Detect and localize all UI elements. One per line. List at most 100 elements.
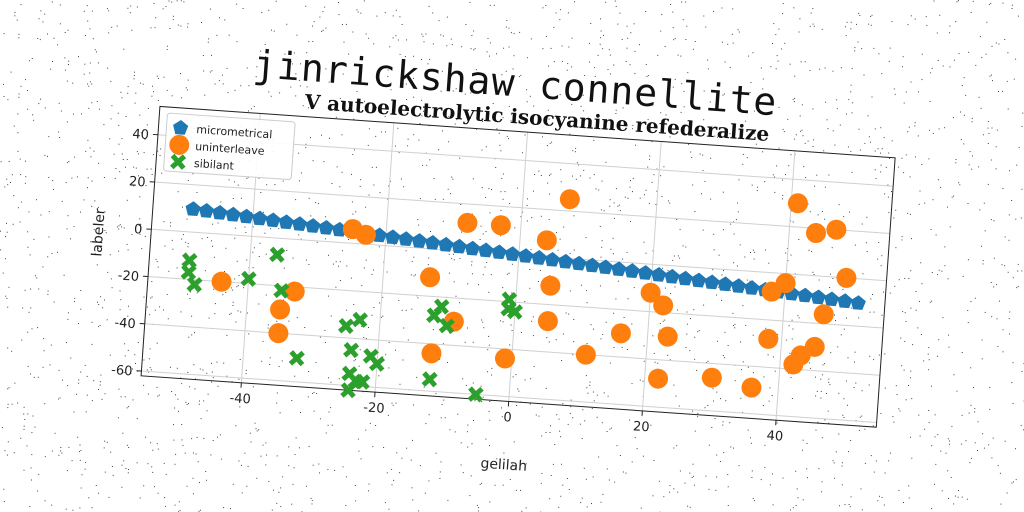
legend-label: micrometrical [196, 123, 273, 141]
micrometrical-point [837, 293, 853, 309]
micrometrical-point [584, 257, 600, 273]
x-axis-label: gelilah [480, 456, 528, 475]
sibilant-point [421, 371, 438, 388]
uninterleave-point [787, 193, 808, 214]
y-tick-label: -60 [111, 363, 133, 379]
uninterleave-point [805, 223, 826, 244]
micrometrical-point [438, 236, 454, 252]
y-tick-label: 0 [133, 222, 142, 238]
uninterleave-point [640, 282, 661, 303]
micrometrical-point [597, 259, 614, 275]
micrometrical-point [491, 244, 507, 260]
sibilant-point [181, 252, 198, 269]
y-grid-line [154, 181, 890, 234]
sibilant-point [506, 303, 524, 320]
micrometrical-point [504, 246, 521, 262]
uninterleave-point [457, 212, 478, 233]
sibilant-point [338, 317, 355, 335]
y-tick-label: 40 [132, 127, 150, 143]
micrometrical-point [451, 238, 467, 254]
micrometrical-point [691, 272, 707, 288]
micrometrical-point [385, 229, 401, 245]
y-axis-label: labeler [89, 208, 108, 257]
micrometrical-point [730, 278, 747, 294]
sibilant-point [343, 342, 360, 359]
micrometrical-point [305, 218, 321, 233]
sibilant-point [288, 350, 305, 367]
micrometrical-point [717, 276, 733, 292]
micrometrical-point [425, 234, 441, 250]
plot-area: -40 -20 0 20 40 -60 -40 -20 0 20 40 micrometricalun… [111, 105, 896, 445]
sibilant-point [351, 311, 368, 328]
micrometrical-point [398, 231, 414, 247]
micrometrical-point [810, 289, 826, 305]
x-tick-label: -20 [363, 400, 385, 416]
x-tick-label: -40 [229, 391, 251, 407]
x-tick-label: 20 [632, 419, 650, 435]
uninterleave-point [648, 368, 669, 389]
micrometrical-point [464, 240, 481, 256]
micrometrical-point [318, 220, 334, 235]
uninterleave-point [826, 219, 847, 240]
micrometrical-point [531, 250, 547, 265]
sibilant-point [368, 355, 386, 372]
uninterleave-point [610, 323, 631, 344]
micrometrical-point [225, 206, 241, 222]
uninterleave-point [758, 328, 779, 349]
uninterleave-point [494, 348, 515, 369]
sibilant-point [269, 246, 286, 263]
legend-marker [169, 134, 190, 155]
micrometrical-point [544, 251, 560, 267]
uninterleave-point [540, 275, 561, 296]
micrometrical-point [198, 203, 215, 218]
micrometrical-point [411, 233, 427, 248]
uninterleave-point [775, 273, 796, 294]
uninterleave-point [536, 230, 557, 251]
uninterleave-point [420, 267, 441, 288]
legend-label: sibilant [194, 157, 235, 173]
x-grid-line [374, 122, 395, 393]
uninterleave-point [741, 377, 762, 398]
micrometrical-point [331, 221, 348, 237]
micrometrical-point [624, 263, 640, 278]
uninterleave-point [537, 311, 558, 332]
sibilant-point [438, 317, 455, 334]
micrometrical-point [651, 266, 667, 282]
y-tick-label: 20 [129, 174, 147, 190]
x-tick-label: 0 [503, 410, 512, 426]
micrometrical-point [185, 201, 201, 217]
micrometrical-point [265, 212, 281, 228]
plot-group: V autoelectrolytic isocyanine refederali… [89, 89, 896, 475]
uninterleave-point [270, 299, 291, 320]
uninterleave-point [813, 304, 834, 325]
uninterleave-point [657, 326, 678, 347]
sibilant-point [180, 264, 197, 281]
micrometrical-point [478, 242, 494, 258]
micrometrical-point [611, 261, 627, 277]
legend-marker [173, 119, 189, 135]
legend-label: uninterleave [195, 140, 265, 158]
legend-marker [170, 153, 187, 170]
sibilant-point [273, 282, 290, 299]
uninterleave-point [559, 189, 580, 210]
uninterleave-point [211, 271, 232, 292]
legend-box [163, 112, 296, 181]
y-tick-label: -20 [117, 268, 139, 284]
sibilant-point [433, 298, 450, 315]
micrometrical-point [850, 295, 866, 310]
micrometrical-point [677, 270, 693, 286]
micrometrical-point [571, 255, 587, 271]
micrometrical-point [371, 227, 388, 243]
sibilant-point [354, 373, 371, 390]
y-tick-label: -40 [114, 316, 136, 332]
sibilant-point [240, 270, 257, 287]
chart-title: V autoelectrolytic isocyanine refederali… [303, 89, 770, 145]
y-grid-line [141, 370, 877, 423]
y-grid-line [144, 323, 880, 376]
micrometrical-point [212, 204, 228, 220]
micrometrical-point [558, 253, 574, 269]
uninterleave-point [284, 281, 305, 302]
micrometrical-point [278, 214, 294, 230]
